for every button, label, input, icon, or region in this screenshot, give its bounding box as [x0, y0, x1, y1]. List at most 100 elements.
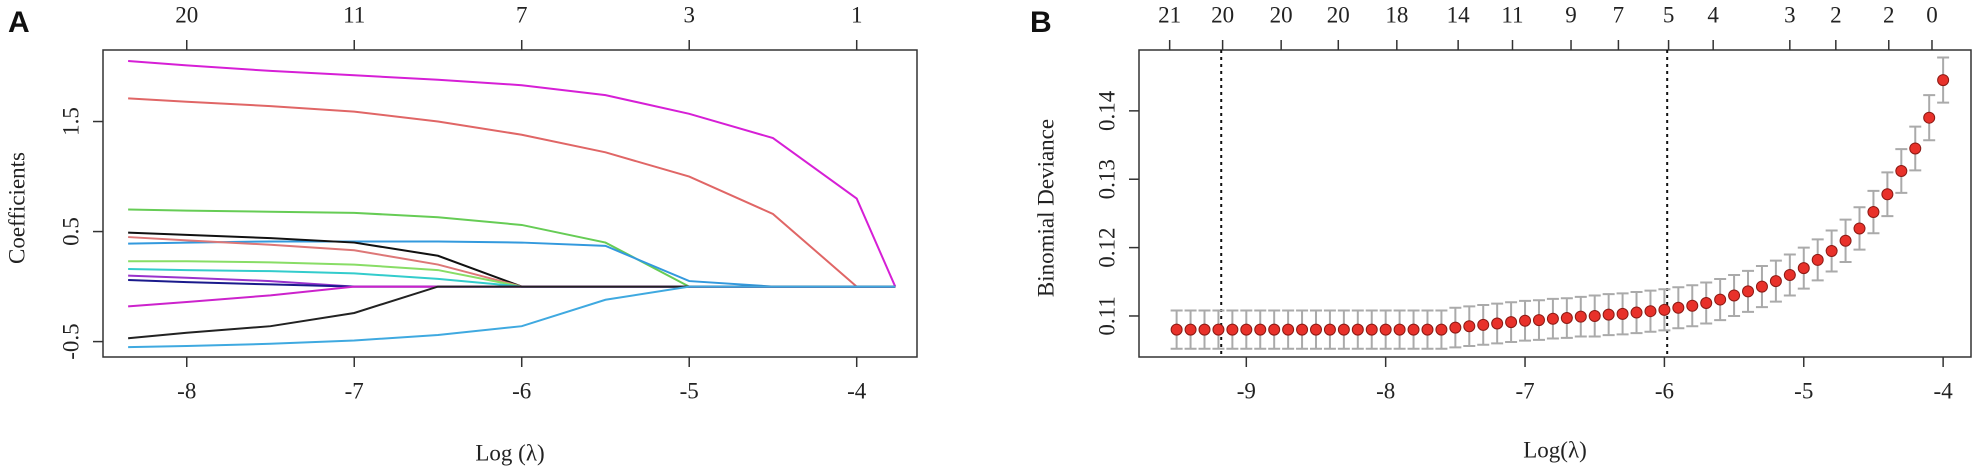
- deviance-point: [1867, 206, 1880, 219]
- top-tick-label: 2: [1830, 2, 1842, 27]
- deviance-point: [1909, 142, 1922, 155]
- deviance-point: [1616, 307, 1629, 320]
- x-axis-label: Log (λ): [475, 440, 544, 465]
- x-tick-label: -7: [345, 378, 364, 403]
- y-tick-label: 0.12: [1094, 227, 1119, 267]
- deviance-point: [1421, 323, 1434, 336]
- x-tick-label: -9: [1237, 378, 1256, 403]
- deviance-point: [1351, 323, 1364, 336]
- deviance-point: [1546, 312, 1559, 325]
- x-tick-label: -6: [1655, 378, 1674, 403]
- x-tick-label: -5: [680, 378, 699, 403]
- top-tick-label: 7: [516, 2, 528, 27]
- x-tick-label: -5: [1794, 378, 1813, 403]
- top-tick-label: 4: [1707, 2, 1719, 27]
- x-tick-label: -4: [1934, 378, 1954, 403]
- top-tick-label: 14: [1447, 2, 1471, 27]
- deviance-point: [1644, 305, 1657, 318]
- deviance-point: [1588, 309, 1601, 322]
- deviance-point: [1714, 293, 1727, 306]
- y-tick-label: -0.5: [58, 323, 83, 359]
- top-tick-label: 20: [1327, 2, 1350, 27]
- x-tick-label: -6: [512, 378, 531, 403]
- deviance-point: [1881, 188, 1894, 201]
- deviance-point: [1170, 323, 1183, 336]
- deviance-point: [1797, 262, 1810, 275]
- deviance-point: [1769, 275, 1782, 288]
- deviance-point: [1923, 111, 1936, 124]
- x-tick-label: -8: [177, 378, 196, 403]
- deviance-point: [1268, 323, 1281, 336]
- top-tick-label: 1: [851, 2, 863, 27]
- deviance-point: [1658, 303, 1671, 316]
- deviance-point: [1811, 253, 1824, 266]
- coefficient-path: [128, 231, 896, 288]
- y-tick-label: 0.13: [1094, 159, 1119, 199]
- deviance-point: [1198, 323, 1211, 336]
- top-tick-label: 11: [1501, 2, 1523, 27]
- deviance-point: [1184, 323, 1197, 336]
- deviance-point: [1519, 314, 1532, 327]
- x-tick-label: -4: [847, 378, 867, 403]
- coefficient-path: [128, 285, 896, 308]
- deviance-point: [1393, 323, 1406, 336]
- y-tick-label: 0.14: [1094, 90, 1119, 131]
- top-tick-label: 18: [1385, 2, 1408, 27]
- deviance-point: [1895, 165, 1908, 178]
- deviance-point: [1463, 320, 1476, 333]
- deviance-point: [1937, 74, 1950, 87]
- deviance-point: [1602, 308, 1615, 321]
- coefficient-path: [128, 97, 896, 288]
- x-tick-label: -8: [1376, 378, 1395, 403]
- deviance-point: [1686, 299, 1699, 312]
- top-tick-label: 3: [683, 2, 695, 27]
- deviance-point: [1337, 323, 1350, 336]
- y-tick-label: 0.5: [58, 217, 83, 246]
- deviance-point: [1783, 268, 1796, 281]
- deviance-point: [1728, 289, 1741, 302]
- deviance-point: [1435, 323, 1448, 336]
- plot-frame: [1138, 49, 1972, 358]
- coefficient-path: [128, 285, 896, 349]
- top-tick-label: 9: [1565, 2, 1577, 27]
- deviance-point: [1755, 280, 1768, 293]
- deviance-point: [1477, 318, 1490, 331]
- coefficient-path: [128, 60, 897, 287]
- deviance-point: [1825, 245, 1838, 258]
- coefficient-path: [128, 285, 896, 340]
- panel-label: B: [1030, 6, 1052, 39]
- deviance-point: [1240, 323, 1253, 336]
- top-tick-label: 0: [1926, 2, 1938, 27]
- deviance-point: [1365, 323, 1378, 336]
- deviance-point: [1839, 234, 1852, 247]
- plot-frame: [102, 49, 918, 358]
- top-tick-label: 20: [1211, 2, 1234, 27]
- panel-label: A: [8, 6, 30, 39]
- y-axis-label: Coefficients: [4, 152, 29, 264]
- deviance-point: [1700, 296, 1713, 309]
- deviance-point: [1254, 323, 1267, 336]
- y-tick-label: 0.11: [1094, 296, 1119, 335]
- top-tick-label: 7: [1613, 2, 1625, 27]
- deviance-point: [1630, 306, 1643, 319]
- deviance-point: [1379, 323, 1392, 336]
- x-axis-label: Log(λ): [1523, 437, 1587, 462]
- deviance-point: [1282, 323, 1295, 336]
- deviance-point: [1212, 323, 1225, 336]
- deviance-point: [1491, 317, 1504, 330]
- deviance-point: [1672, 301, 1685, 314]
- top-tick-label: 2: [1883, 2, 1895, 27]
- x-tick-label: -7: [1515, 378, 1534, 403]
- deviance-point: [1853, 222, 1866, 235]
- deviance-point: [1323, 323, 1336, 336]
- deviance-point: [1226, 323, 1239, 336]
- deviance-point: [1407, 323, 1420, 336]
- deviance-point: [1560, 312, 1573, 325]
- deviance-point: [1742, 285, 1755, 298]
- top-tick-label: 20: [1270, 2, 1293, 27]
- top-tick-label: 3: [1784, 2, 1796, 27]
- deviance-point: [1574, 310, 1587, 323]
- top-tick-label: 21: [1158, 2, 1181, 27]
- deviance-point: [1449, 321, 1462, 334]
